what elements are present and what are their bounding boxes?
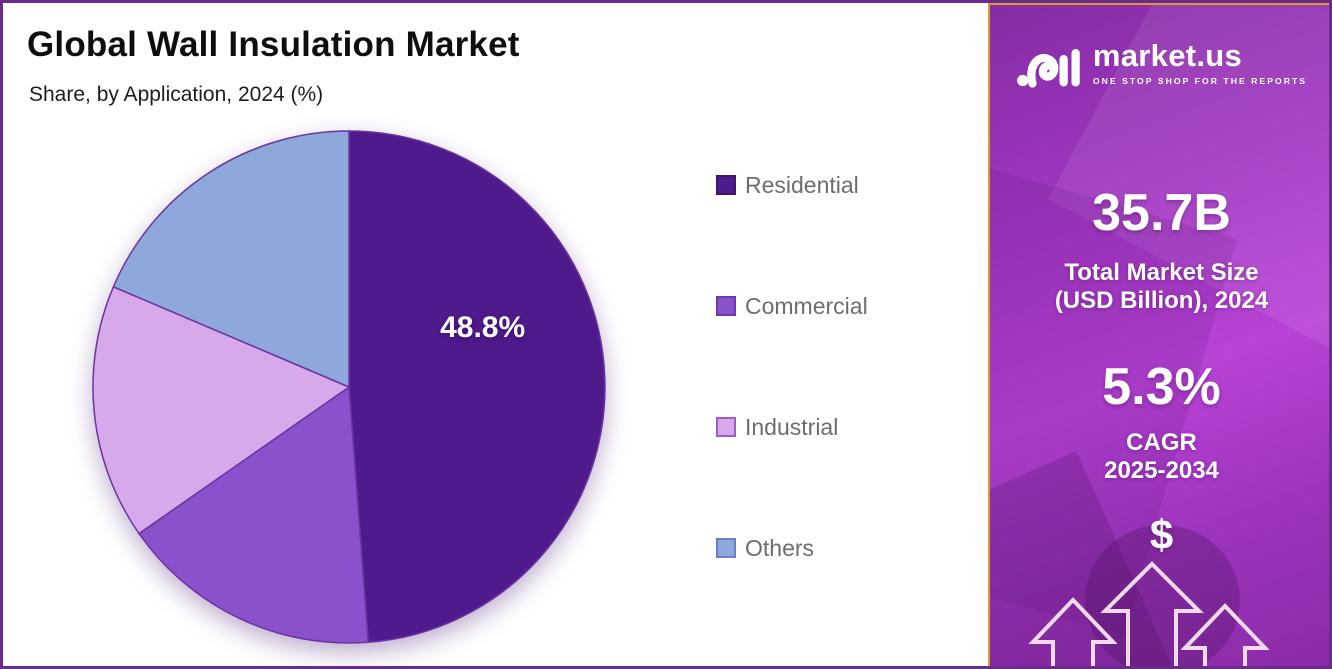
- legend-label: Commercial: [745, 292, 868, 319]
- pie-slice-others: [112, 130, 350, 388]
- market-size-label: Total Market Size (USD Billion), 2024: [990, 259, 1329, 316]
- brand-text: market.us ONE STOP SHOP FOR THE REPORTS: [1092, 38, 1308, 87]
- growth-arrow-icon: [1028, 597, 1118, 666]
- legend-marker-commercial: [716, 296, 736, 316]
- brand-tagline: ONE STOP SHOP FOR THE REPORTS: [1092, 76, 1308, 87]
- legend-marker-industrial: [716, 417, 736, 437]
- cagr-label: CAGR 2025-2034: [990, 429, 1329, 486]
- legend-label: Others: [745, 534, 815, 561]
- legend-item-industrial: Industrial: [716, 413, 868, 440]
- cagr-label-line2: 2025-2034: [1104, 457, 1219, 485]
- pie-chart: 48.8%: [87, 125, 611, 649]
- brand-name: market.us: [1092, 38, 1243, 73]
- cagr-value: 5.3%: [1102, 358, 1221, 416]
- legend-label: Residential: [745, 171, 859, 198]
- legend-marker-residential: [716, 175, 736, 195]
- legend-marker-others: [716, 538, 736, 558]
- pie-slice-residential: [348, 130, 606, 644]
- legend-item-commercial: Commercial: [716, 292, 868, 319]
- legend-item-residential: Residential: [716, 171, 868, 198]
- legend-label: Industrial: [745, 413, 839, 440]
- pie-chart-svg: [92, 130, 606, 644]
- dollar-icon: $: [1149, 511, 1174, 558]
- pie-slice-commercial: [138, 386, 370, 644]
- page-title: Global Wall Insulation Market: [27, 25, 520, 64]
- pie-value-label: 48.8%: [440, 311, 526, 345]
- market-size-label-line1: Total Market Size: [1064, 259, 1259, 286]
- pie-slice-industrial: [92, 286, 350, 535]
- sidebar: market.us ONE STOP SHOP FOR THE REPORTS …: [988, 3, 1329, 666]
- growth-arrow-icon: [1180, 603, 1270, 666]
- growth-arrow-icon: [1100, 561, 1204, 666]
- market-size-label-line2: (USD Billion), 2024: [1054, 287, 1269, 315]
- page-subtitle: Share, by Application, 2024 (%): [29, 83, 324, 106]
- legend-item-others: Others: [716, 534, 868, 561]
- market-size-value: 35.7B: [1092, 184, 1231, 242]
- brand-logo: market.us ONE STOP SHOP FOR THE REPORTS: [990, 38, 1329, 95]
- legend: Residential Commercial Industrial Others: [716, 171, 868, 561]
- chart-area: Global Wall Insulation Market Share, by …: [3, 3, 988, 666]
- cagr-label-line1: CAGR: [1126, 429, 1197, 456]
- marketus-logo-icon: [1017, 49, 1080, 88]
